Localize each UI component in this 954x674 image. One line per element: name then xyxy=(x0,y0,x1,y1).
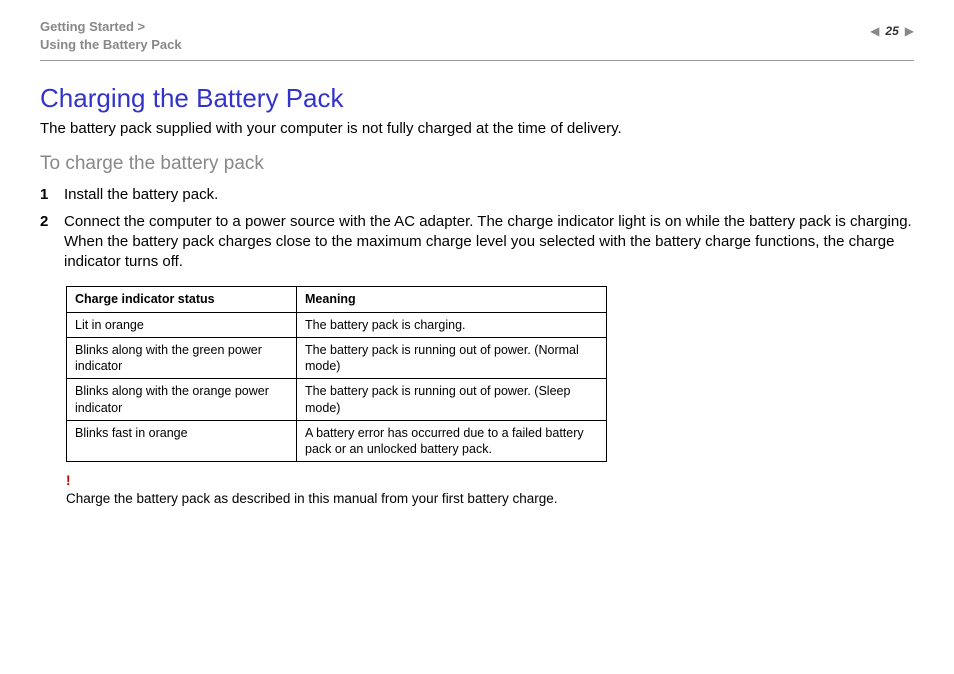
section-subheading: To charge the battery pack xyxy=(40,153,914,175)
table-cell: Blinks along with the orange power indic… xyxy=(67,379,297,421)
header-rule xyxy=(40,60,914,61)
table-header-cell: Charge indicator status xyxy=(67,287,297,312)
breadcrumb: Getting Started > Using the Battery Pack xyxy=(40,18,182,54)
step-text: Install the battery pack. xyxy=(64,185,914,205)
step-number: 2 xyxy=(40,212,64,232)
table-cell: Lit in orange xyxy=(67,312,297,337)
page-header: Getting Started > Using the Battery Pack… xyxy=(40,18,914,54)
table-cell: A battery error has occurred due to a fa… xyxy=(297,420,607,462)
warning-text: Charge the battery pack as described in … xyxy=(66,491,557,506)
table-cell: Blinks along with the green power indica… xyxy=(67,337,297,379)
table-header-row: Charge indicator status Meaning xyxy=(67,287,607,312)
table-row: Blinks fast in orange A battery error ha… xyxy=(67,420,607,462)
warning-icon: ! xyxy=(66,472,914,490)
table-cell: The battery pack is charging. xyxy=(297,312,607,337)
warning-note: ! Charge the battery pack as described i… xyxy=(66,472,914,507)
table-row: Lit in orange The battery pack is chargi… xyxy=(67,312,607,337)
steps-list: 1 Install the battery pack. 2 Connect th… xyxy=(40,185,914,272)
step-item: 2 Connect the computer to a power source… xyxy=(40,212,914,273)
intro-paragraph: The battery pack supplied with your comp… xyxy=(40,120,914,137)
step-text: Connect the computer to a power source w… xyxy=(64,212,914,273)
table-cell: The battery pack is running out of power… xyxy=(297,379,607,421)
page-title: Charging the Battery Pack xyxy=(40,83,914,114)
step-number: 1 xyxy=(40,185,64,205)
breadcrumb-line-2: Using the Battery Pack xyxy=(40,36,182,54)
table-row: Blinks along with the green power indica… xyxy=(67,337,607,379)
table-header-cell: Meaning xyxy=(297,287,607,312)
table-row: Blinks along with the orange power indic… xyxy=(67,379,607,421)
next-page-icon[interactable]: ▶ xyxy=(905,25,914,37)
charge-indicator-table: Charge indicator status Meaning Lit in o… xyxy=(66,286,607,462)
document-page: Getting Started > Using the Battery Pack… xyxy=(0,0,954,527)
prev-page-icon[interactable]: ◀ xyxy=(870,25,879,37)
step-item: 1 Install the battery pack. xyxy=(40,185,914,205)
table-cell: The battery pack is running out of power… xyxy=(297,337,607,379)
breadcrumb-line-1: Getting Started > xyxy=(40,18,182,36)
page-number: 25 xyxy=(881,24,902,38)
table-cell: Blinks fast in orange xyxy=(67,420,297,462)
page-navigator: ◀ 25 ▶ xyxy=(870,24,914,38)
